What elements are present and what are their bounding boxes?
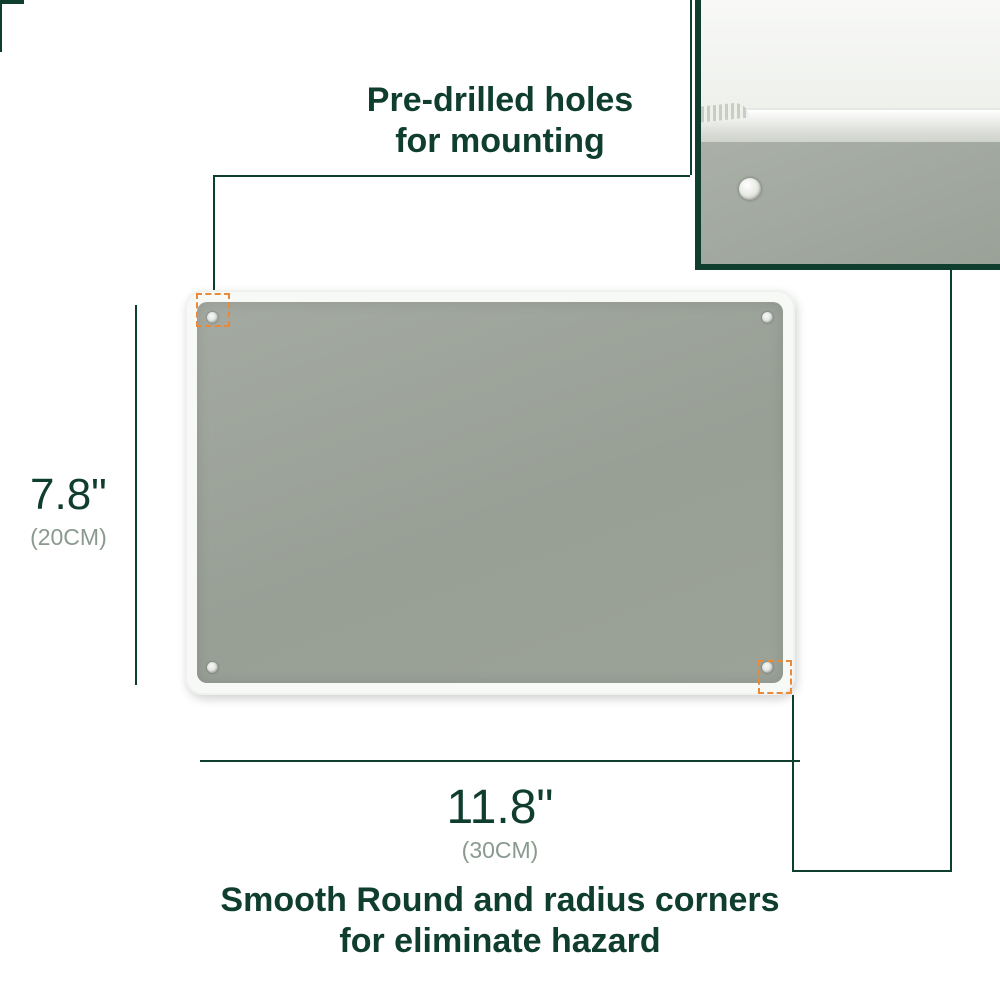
inset-background: [701, 0, 1000, 112]
leader-top-drop-left: [213, 175, 215, 291]
leader-top-horizontal: [213, 175, 690, 177]
inset-mount-hole-icon: [739, 178, 761, 200]
dim-height-secondary: (20CM): [30, 524, 107, 551]
dim-height-cap-bottom: [0, 2, 24, 4]
leader-bottom-right-up: [950, 270, 952, 870]
mount-hole-icon: [762, 312, 773, 323]
highlight-box-top-left: [196, 293, 230, 327]
leader-bottom-up: [792, 695, 794, 870]
inset-plate-face: [701, 142, 1000, 264]
highlight-box-bottom-right: [758, 660, 792, 694]
dim-height-line: [135, 305, 137, 685]
mount-hole-icon: [207, 662, 218, 673]
dim-height-primary: 7.8": [30, 470, 107, 520]
callout-corners: Smooth Round and radius corners for elim…: [0, 880, 1000, 962]
dim-width-cap-left: [0, 4, 2, 28]
diagram-stage: Pre-drilled holes for mounting 7.8" (20C…: [0, 0, 1000, 1000]
corner-detail-inset: [695, 0, 1000, 270]
callout-corners-line2: for eliminate hazard: [0, 921, 1000, 962]
leader-bottom-horizontal: [792, 870, 952, 872]
dim-width-primary: 11.8": [447, 780, 554, 835]
dim-width-line: [200, 760, 800, 762]
inset-rolled-edge: [701, 108, 1000, 142]
sign-plate: [185, 290, 795, 695]
callout-corners-line1: Smooth Round and radius corners: [0, 880, 1000, 921]
leader-top-up-right: [690, 0, 692, 175]
sign-face: [197, 302, 783, 683]
dim-height-label: 7.8" (20CM): [30, 470, 107, 551]
dim-width-cap-right: [0, 28, 2, 52]
dim-width-label: 11.8" (30CM): [0, 780, 1000, 864]
dim-width-secondary: (30CM): [0, 837, 1000, 864]
